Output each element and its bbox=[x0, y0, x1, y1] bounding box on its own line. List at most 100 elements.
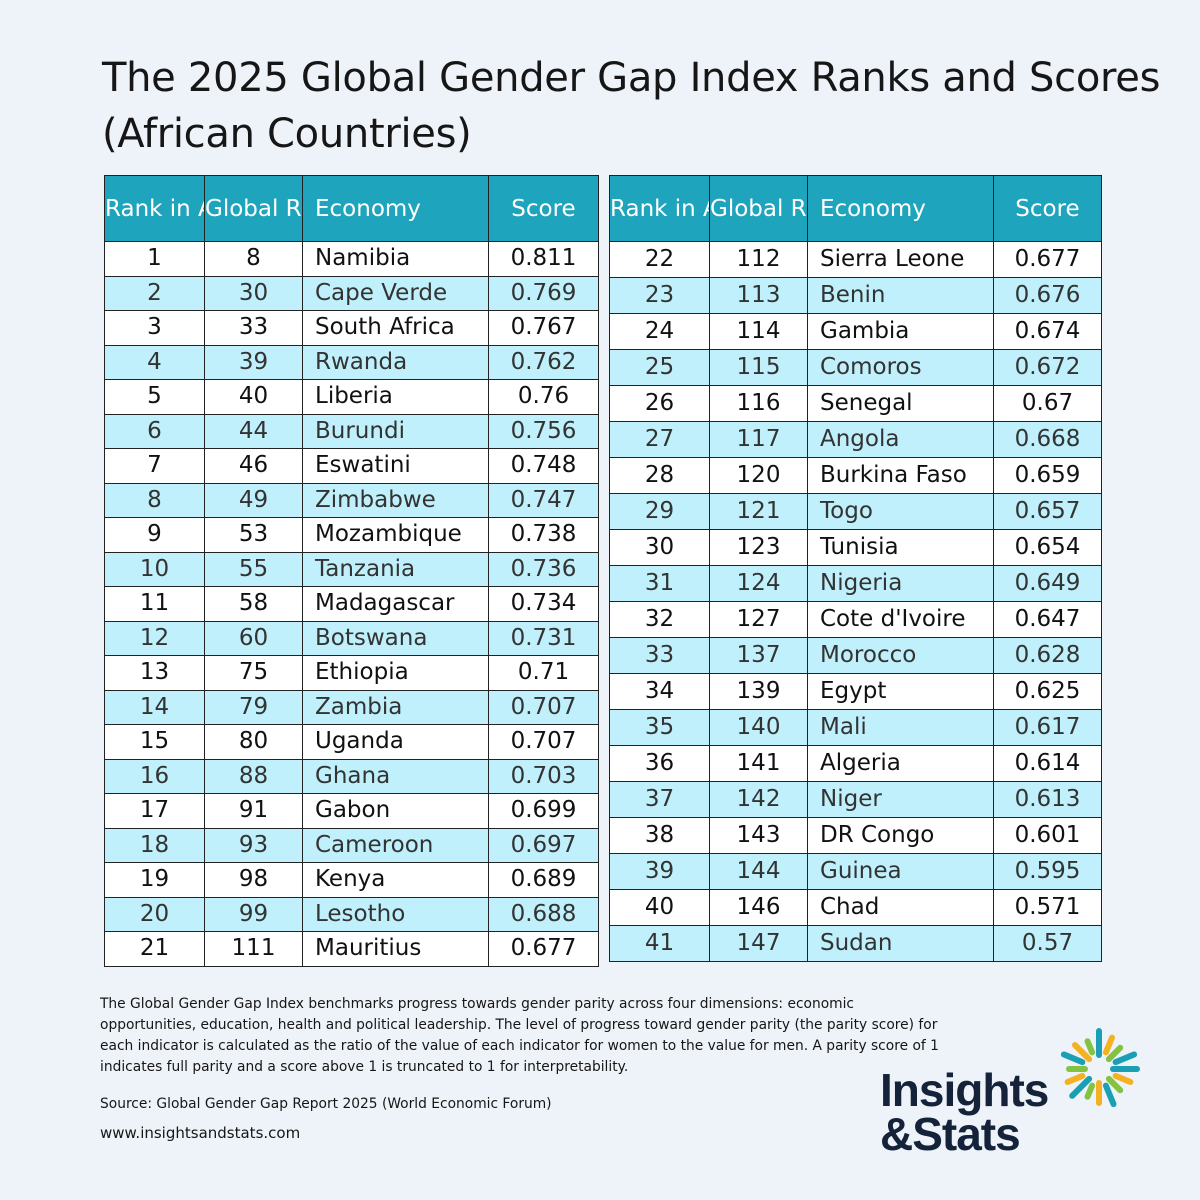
ranking-table-left-body: 1 8 Namibia 0.811 2 30 Cape Verde 0.769 3 33 South… bbox=[104, 241, 599, 967]
ranking-table-right: Rank in Africa Global Rank Economy Score… bbox=[609, 175, 1102, 962]
table-header-row: Rank in Africa Global Rank Economy Score bbox=[609, 175, 1102, 242]
table-row: 32 127 Cote d'Ivoire 0.647 bbox=[609, 601, 1102, 638]
cell-global-rank: 127 bbox=[709, 601, 808, 638]
methodology-note: The Global Gender Gap Index benchmarks p… bbox=[100, 996, 939, 1075]
cell-rank-in-africa: 12 bbox=[104, 620, 205, 656]
cell-rank-in-africa: 33 bbox=[609, 637, 710, 674]
cell-economy: Cote d'Ivoire bbox=[807, 601, 994, 638]
cell-economy: Rwanda bbox=[302, 344, 489, 380]
table-row: 23 113 Benin 0.676 bbox=[609, 277, 1102, 314]
cell-economy: South Africa bbox=[302, 310, 489, 346]
cell-score: 0.677 bbox=[993, 241, 1102, 278]
cell-economy: Benin bbox=[807, 277, 994, 314]
cell-global-rank: 116 bbox=[709, 385, 808, 422]
logo-ray bbox=[1102, 1034, 1116, 1056]
cell-global-rank: 49 bbox=[204, 482, 303, 518]
cell-global-rank: 137 bbox=[709, 637, 808, 674]
logo-ray bbox=[1071, 1041, 1093, 1063]
cell-score: 0.707 bbox=[488, 724, 599, 760]
header-economy: Economy bbox=[807, 175, 994, 242]
table-row: 9 53 Mozambique 0.738 bbox=[104, 517, 599, 553]
table-row: 24 114 Gambia 0.674 bbox=[609, 313, 1102, 350]
cell-score: 0.76 bbox=[488, 379, 599, 415]
cell-rank-in-africa: 14 bbox=[104, 689, 205, 725]
cell-global-rank: 124 bbox=[709, 565, 808, 602]
cell-score: 0.676 bbox=[993, 277, 1102, 314]
cell-economy: Algeria bbox=[807, 745, 994, 782]
table-row: 14 79 Zambia 0.707 bbox=[104, 689, 599, 725]
cell-global-rank: 40 bbox=[204, 379, 303, 415]
cell-economy: Burundi bbox=[302, 413, 489, 449]
cell-global-rank: 112 bbox=[709, 241, 808, 278]
cell-economy: Gambia bbox=[807, 313, 994, 350]
logo-ray bbox=[1069, 1075, 1093, 1099]
cell-score: 0.571 bbox=[993, 889, 1102, 926]
cell-rank-in-africa: 19 bbox=[104, 862, 205, 898]
cell-rank-in-africa: 22 bbox=[609, 241, 710, 278]
cell-rank-in-africa: 30 bbox=[609, 529, 710, 566]
cell-economy: Sudan bbox=[807, 925, 994, 962]
cell-score: 0.649 bbox=[993, 565, 1102, 602]
cell-rank-in-africa: 21 bbox=[104, 931, 205, 967]
cell-global-rank: 113 bbox=[709, 277, 808, 314]
cell-economy: Togo bbox=[807, 493, 994, 530]
cell-economy: Kenya bbox=[302, 862, 489, 898]
table-row: 11 58 Madagascar 0.734 bbox=[104, 586, 599, 622]
cell-economy: Morocco bbox=[807, 637, 994, 674]
cell-global-rank: 141 bbox=[709, 745, 808, 782]
cell-economy: Senegal bbox=[807, 385, 994, 422]
cell-economy: Egypt bbox=[807, 673, 994, 710]
table-row: 4 39 Rwanda 0.762 bbox=[104, 344, 599, 380]
table-row: 37 142 Niger 0.613 bbox=[609, 781, 1102, 818]
cell-score: 0.699 bbox=[488, 793, 599, 829]
cell-rank-in-africa: 10 bbox=[104, 551, 205, 587]
cell-score: 0.756 bbox=[488, 413, 599, 449]
cell-rank-in-africa: 29 bbox=[609, 493, 710, 530]
website-link[interactable]: www.insightsandstats.com bbox=[100, 1124, 301, 1142]
cell-rank-in-africa: 13 bbox=[104, 655, 205, 691]
logo-line-2: &Stats bbox=[880, 1108, 1021, 1160]
cell-economy: Niger bbox=[807, 781, 994, 818]
cell-rank-in-africa: 17 bbox=[104, 793, 205, 829]
cell-global-rank: 33 bbox=[204, 310, 303, 346]
table-row: 17 91 Gabon 0.699 bbox=[104, 793, 599, 829]
ranking-table-left: Rank in Africa Global Rank Economy Score… bbox=[104, 175, 599, 967]
cell-global-rank: 93 bbox=[204, 827, 303, 863]
logo-ray bbox=[1060, 1051, 1086, 1066]
cell-global-rank: 140 bbox=[709, 709, 808, 746]
table-row: 33 137 Morocco 0.628 bbox=[609, 637, 1102, 674]
table-row: 35 140 Mali 0.617 bbox=[609, 709, 1102, 746]
cell-rank-in-africa: 5 bbox=[104, 379, 205, 415]
logo-ray bbox=[1084, 1082, 1096, 1100]
table-row: 39 144 Guinea 0.595 bbox=[609, 853, 1102, 890]
cell-global-rank: 120 bbox=[709, 457, 808, 494]
cell-global-rank: 115 bbox=[709, 349, 808, 386]
cell-global-rank: 79 bbox=[204, 689, 303, 725]
cell-economy: DR Congo bbox=[807, 817, 994, 854]
cell-rank-in-africa: 31 bbox=[609, 565, 710, 602]
table-row: 1 8 Namibia 0.811 bbox=[104, 241, 599, 277]
cell-score: 0.767 bbox=[488, 310, 599, 346]
cell-rank-in-africa: 11 bbox=[104, 586, 205, 622]
table-row: 13 75 Ethiopia 0.71 bbox=[104, 655, 599, 691]
table-row: 41 147 Sudan 0.57 bbox=[609, 925, 1102, 962]
cell-score: 0.677 bbox=[488, 931, 599, 967]
cell-economy: Ethiopia bbox=[302, 655, 489, 691]
cell-economy: Liberia bbox=[302, 379, 489, 415]
cell-economy: Angola bbox=[807, 421, 994, 458]
logo-ray bbox=[1064, 1072, 1086, 1086]
table-row: 36 141 Algeria 0.614 bbox=[609, 745, 1102, 782]
header-global-rank: Global Rank bbox=[709, 175, 808, 242]
cell-rank-in-africa: 27 bbox=[609, 421, 710, 458]
cell-economy: Nigeria bbox=[807, 565, 994, 602]
table-row: 40 146 Chad 0.571 bbox=[609, 889, 1102, 926]
cell-score: 0.747 bbox=[488, 482, 599, 518]
table-row: 31 124 Nigeria 0.649 bbox=[609, 565, 1102, 602]
table-row: 26 116 Senegal 0.67 bbox=[609, 385, 1102, 422]
cell-economy: Cape Verde bbox=[302, 275, 489, 311]
header-economy: Economy bbox=[302, 175, 489, 242]
page-title: The 2025 Global Gender Gap Index Ranks a… bbox=[102, 55, 1161, 157]
cell-rank-in-africa: 15 bbox=[104, 724, 205, 760]
cell-score: 0.613 bbox=[993, 781, 1102, 818]
cell-rank-in-africa: 28 bbox=[609, 457, 710, 494]
